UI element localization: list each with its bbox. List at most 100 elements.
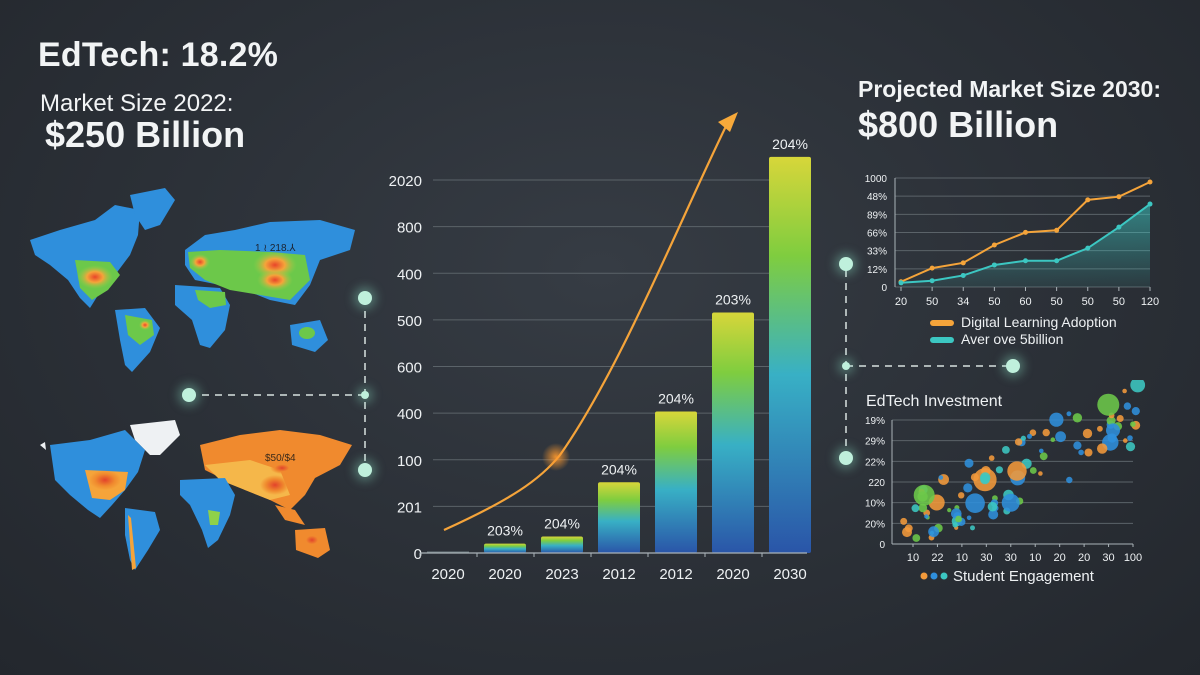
- bar: [598, 482, 640, 553]
- legend-dot-teal: [940, 572, 948, 580]
- y-tick-label: 800: [397, 220, 422, 237]
- scatter-legend-student-engagement: Student Engagement: [953, 568, 1095, 585]
- x-tick-label: 30: [1102, 552, 1114, 564]
- trend-highlight-point: [542, 443, 570, 471]
- bar-value-label: 203%: [715, 291, 751, 307]
- x-tick-label: 100: [1124, 552, 1142, 564]
- x-tick-label: 34: [957, 296, 969, 308]
- y-tick-label: 0: [881, 283, 887, 294]
- bar: [712, 312, 754, 553]
- y-tick-label: 89%: [867, 210, 887, 221]
- bar: [541, 536, 583, 553]
- bar-chart-y-axis: 0 201 100 400 600 500 400 800 2020: [389, 173, 422, 563]
- connector-node-top: [358, 291, 372, 305]
- x-tick-label: 10: [1029, 552, 1041, 564]
- x-tick-label: 2020: [716, 566, 749, 583]
- legend-dot-blue: [930, 572, 938, 580]
- bar: [484, 543, 526, 553]
- x-tick-label: 50: [988, 296, 1000, 308]
- x-tick-label: 50: [926, 296, 938, 308]
- legend-swatch-orange: [930, 320, 954, 326]
- x-tick-label: 120: [1141, 296, 1159, 308]
- y-tick-label: 100: [397, 453, 422, 470]
- connector-junction: [361, 391, 369, 399]
- y-tick-label: 19%: [865, 416, 885, 427]
- legend-swatch-teal: [930, 337, 954, 343]
- x-tick-label: 30: [1005, 552, 1017, 564]
- x-tick-label: 10: [956, 552, 968, 564]
- scatter-title: EdTech Investment: [866, 393, 1003, 410]
- x-tick-label: 2030: [773, 566, 806, 583]
- bar-chart-bars: 203% 204% 204% 204% 203% 204%: [427, 136, 811, 553]
- y-tick-label: 20%: [865, 519, 885, 530]
- growth-arrow-icon: [718, 112, 738, 132]
- projected-market-size-value: $800 Billion: [858, 104, 1059, 145]
- y-tick-label: 0: [414, 546, 422, 563]
- x-tick-label: 60: [1019, 296, 1031, 308]
- y-tick-label: 400: [397, 266, 422, 283]
- y-tick-label: 66%: [867, 229, 887, 240]
- bottom-map-label: $50/$4: [265, 453, 296, 464]
- left-connectors: [189, 298, 366, 470]
- connector-node-bottom: [358, 463, 372, 477]
- y-tick-label: 29%: [865, 437, 885, 448]
- x-tick-label: 2023: [545, 566, 578, 583]
- x-tick-label: 2020: [431, 566, 464, 583]
- right-connector-junction: [842, 362, 850, 370]
- legend-digital-learning-adoption: Digital Learning Adoption: [961, 314, 1117, 330]
- y-tick-label: 33%: [867, 247, 887, 258]
- right-connector-node-top: [839, 257, 853, 271]
- x-tick-label: 50: [1082, 296, 1094, 308]
- line-chart-x-axis: 20 50 34 50 60 50 50 50 120: [895, 287, 1159, 308]
- scatter-points: [900, 380, 1146, 542]
- right-connector-node-right: [1006, 359, 1020, 373]
- bar-chart-x-labels: 2020 2020 2023 2012 2012 2020 2030: [419, 553, 807, 583]
- digital-adoption-line-chart: 0 12% 33% 66% 89% 48% 1000 20 50 34 50 60 50 50 50 120…: [865, 174, 1159, 347]
- y-tick-label: 22%: [865, 457, 885, 468]
- y-tick-label: 500: [397, 313, 422, 330]
- bar-value-label: 204%: [658, 391, 694, 407]
- x-tick-label: 20: [1054, 552, 1066, 564]
- headline-growth-rate: EdTech: 18.2%: [38, 36, 279, 74]
- x-tick-label: 20: [895, 296, 907, 308]
- x-tick-label: 50: [1051, 296, 1063, 308]
- x-tick-label: 2012: [659, 566, 692, 583]
- y-tick-label: 1000: [865, 174, 888, 185]
- scatter-y-axis: 0 20% 10% 220 22% 29% 19%: [865, 416, 885, 551]
- projected-market-size-label: Projected Market Size 2030:: [858, 76, 1161, 102]
- y-tick-label: 2020: [389, 173, 422, 190]
- world-heatmap-bottom: $50/$4: [40, 420, 352, 570]
- bar: [655, 411, 697, 553]
- legend-aver-ove-5billion: Aver ove 5billion: [961, 331, 1063, 347]
- connector-node-left: [182, 388, 196, 402]
- scatter-x-axis: 10 22 10 30 30 10 20 20 30 100: [907, 544, 1142, 564]
- y-tick-label: 10%: [865, 499, 885, 510]
- y-tick-label: 201: [397, 499, 422, 516]
- right-connector-node-bottom: [839, 451, 853, 465]
- bar: [427, 551, 469, 553]
- y-tick-label: 600: [397, 360, 422, 377]
- bar: [769, 156, 811, 553]
- x-tick-label: 22: [931, 552, 943, 564]
- x-tick-label: 20: [1078, 552, 1090, 564]
- x-tick-label: 30: [980, 552, 992, 564]
- top-map-label: 1 ≀ 218.⅄: [255, 243, 296, 254]
- bar-value-label: 204%: [772, 136, 808, 152]
- x-tick-label: 50: [1113, 296, 1125, 308]
- x-tick-label: 10: [907, 552, 919, 564]
- x-tick-label: 2012: [602, 566, 635, 583]
- bar-value-label: 204%: [601, 461, 637, 477]
- y-tick-label: 400: [397, 406, 422, 423]
- y-tick-label: 12%: [867, 265, 887, 276]
- bar-value-label: 204%: [544, 515, 580, 531]
- y-tick-label: 0: [879, 540, 885, 551]
- market-size-2022-label: Market Size 2022:: [40, 90, 234, 117]
- market-size-2022-value: $250 Billion: [45, 114, 246, 155]
- bar-value-label: 203%: [487, 523, 523, 539]
- growth-trend-curve: [443, 121, 729, 532]
- y-tick-label: 220: [868, 478, 885, 489]
- y-tick-label: 48%: [867, 192, 887, 203]
- world-heatmap-top: 1 ≀ 218.⅄: [30, 188, 355, 372]
- legend-dot-orange: [920, 572, 928, 580]
